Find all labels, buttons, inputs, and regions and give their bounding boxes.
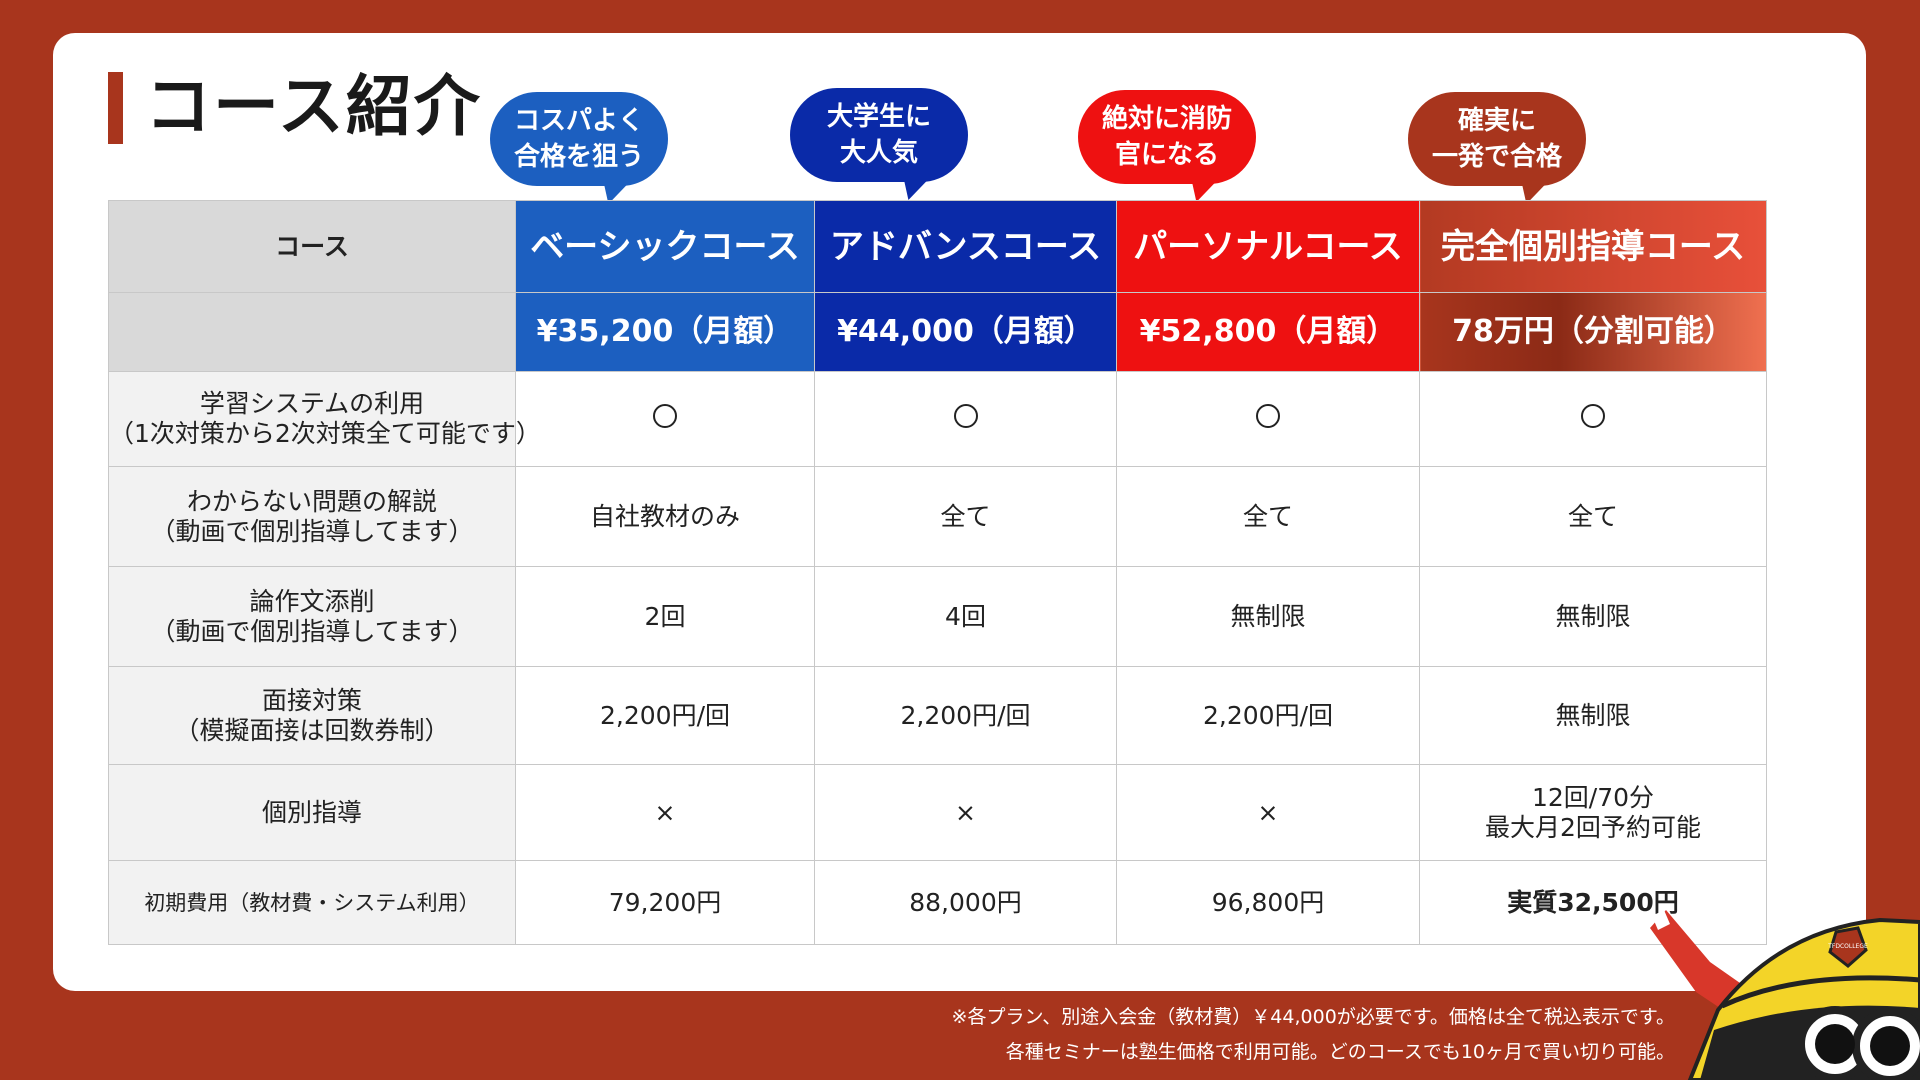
course-name-full-individual: 完全個別指導コース — [1419, 200, 1767, 293]
bubble-line: 一発で合格 — [1431, 142, 1562, 172]
mascot-badge-text: TFDCOLLEGE — [1827, 943, 1868, 950]
table-cell: 無制限 — [1116, 566, 1420, 667]
table-cell: × — [1116, 764, 1420, 861]
bubble-personal: 絶対に消防 官になる — [1078, 90, 1256, 184]
circle-mark — [653, 403, 677, 428]
cell-available — [1116, 371, 1420, 467]
course-name-advance: アドバンスコース — [814, 200, 1117, 293]
row-label: 論作文添削 （動画で個別指導してます） — [108, 566, 516, 667]
header-label: コース — [108, 200, 516, 293]
bubble-line: 確実に — [1457, 106, 1536, 136]
row-label-line: 面接対策 — [261, 685, 362, 715]
table-cell: 実質32,500円 — [1419, 860, 1767, 945]
footnote-line: ※各プラン、別途入会金（教材費）￥44,000が必要です。価格は全て税込表示です… — [951, 1006, 1675, 1028]
table-cell: 全て — [1116, 466, 1420, 567]
table-cell: 2,200円/回 — [814, 666, 1117, 765]
table-row: 論作文添削 （動画で個別指導してます） 2回 4回 無制限 無制限 — [108, 566, 1767, 667]
footnote-line: 各種セミナーは塾生価格で利用可能。どのコースでも10ヶ月で買い切り可能。 — [1005, 1041, 1675, 1063]
row-label-line: 論作文添削 — [249, 586, 375, 616]
bubble-line: コスパよく — [513, 106, 644, 136]
course-name-personal: パーソナルコース — [1116, 200, 1420, 293]
row-label: わからない問題の解説 （動画で個別指導してます） — [108, 466, 516, 567]
bubble-advance: 大学生に 大人気 — [790, 88, 968, 182]
table-cell: 2,200円/回 — [515, 666, 815, 765]
table-cell: 96,800円 — [1116, 860, 1420, 945]
circle-mark — [953, 403, 978, 428]
row-label-line: 学習システムの利用 — [199, 389, 425, 418]
bubble-full-individual: 確実に 一発で合格 — [1408, 92, 1586, 186]
row-label: 個別指導 — [108, 764, 516, 861]
price-personal: ¥52,800（月額） — [1116, 292, 1420, 372]
bubble-line: 大学生に — [826, 102, 931, 132]
cell-available — [1419, 371, 1767, 467]
circle-mark — [1256, 403, 1280, 428]
table-cell: 4回 — [814, 566, 1117, 667]
price-basic: ¥35,200（月額） — [515, 292, 815, 372]
cell-line: 12回/70分 — [1531, 782, 1655, 812]
course-comparison-table: コース ベーシックコース アドバンスコース パーソナルコース 完全個別指導コース… — [108, 200, 1767, 945]
row-label: 初期費用（教材費・システム利用） — [108, 860, 516, 945]
table-cell: 12回/70分 最大月2回予約可能 — [1419, 764, 1767, 861]
row-label-line: わからない問題の解説 — [186, 486, 437, 516]
cell-available — [515, 371, 815, 467]
table-cell: 全て — [814, 466, 1117, 567]
course-name-basic: ベーシックコース — [515, 200, 815, 293]
row-label: 学習システムの利用 （1次対策から2次対策全て可能です） — [108, 371, 541, 467]
bubble-basic: コスパよく 合格を狙う — [490, 92, 668, 186]
table-header-row: コース ベーシックコース アドバンスコース パーソナルコース 完全個別指導コース — [108, 200, 1767, 293]
row-label-line: （動画で個別指導してます） — [150, 516, 474, 546]
bubble-line: 官になる — [1114, 140, 1219, 170]
table-cell: × — [814, 764, 1117, 861]
row-label-line: （1次対策から2次対策全て可能です） — [109, 419, 541, 448]
table-cell: 自社教材のみ — [515, 466, 815, 567]
bubble-line: 大人気 — [839, 138, 918, 168]
title-accent-bar — [108, 72, 123, 144]
table-price-row: ¥35,200（月額） ¥44,000（月額） ¥52,800（月額） 78万円… — [108, 292, 1767, 372]
price-full-individual: 78万円（分割可能） — [1419, 292, 1767, 372]
row-label-line: （動画で個別指導してます） — [150, 616, 474, 646]
table-row: 面接対策 （模擬面接は回数券制） 2,200円/回 2,200円/回 2,200… — [108, 666, 1767, 765]
cell-line: 最大月2回予約可能 — [1485, 812, 1701, 842]
price-label-empty — [108, 292, 516, 372]
bubble-line: 合格を狙う — [513, 142, 644, 172]
price-advance: ¥44,000（月額） — [814, 292, 1117, 372]
cell-available — [814, 371, 1117, 467]
table-cell: 88,000円 — [814, 860, 1117, 945]
row-label-line: （模擬面接は回数券制） — [174, 715, 450, 745]
table-cell: 2,200円/回 — [1116, 666, 1420, 765]
row-label: 面接対策 （模擬面接は回数券制） — [108, 666, 516, 765]
table-cell: 無制限 — [1419, 566, 1767, 667]
table-row: 個別指導 × × × 12回/70分 最大月2回予約可能 — [108, 764, 1767, 861]
table-row: わからない問題の解説 （動画で個別指導してます） 自社教材のみ 全て 全て 全て — [108, 466, 1767, 567]
table-cell: 79,200円 — [515, 860, 815, 945]
circle-mark — [1581, 403, 1605, 428]
table-row: 初期費用（教材費・システム利用） 79,200円 88,000円 96,800円… — [108, 860, 1767, 945]
page-title: コース紹介 — [145, 68, 482, 145]
table-cell: 全て — [1419, 466, 1767, 567]
table-row: 学習システムの利用 （1次対策から2次対策全て可能です） — [108, 371, 1767, 467]
firefighter-mascot-icon: TFDCOLLEGE — [1650, 910, 1920, 1080]
bubble-line: 絶対に消防 — [1101, 104, 1232, 134]
table-cell: 2回 — [515, 566, 815, 667]
table-cell: × — [515, 764, 815, 861]
table-cell: 無制限 — [1419, 666, 1767, 765]
